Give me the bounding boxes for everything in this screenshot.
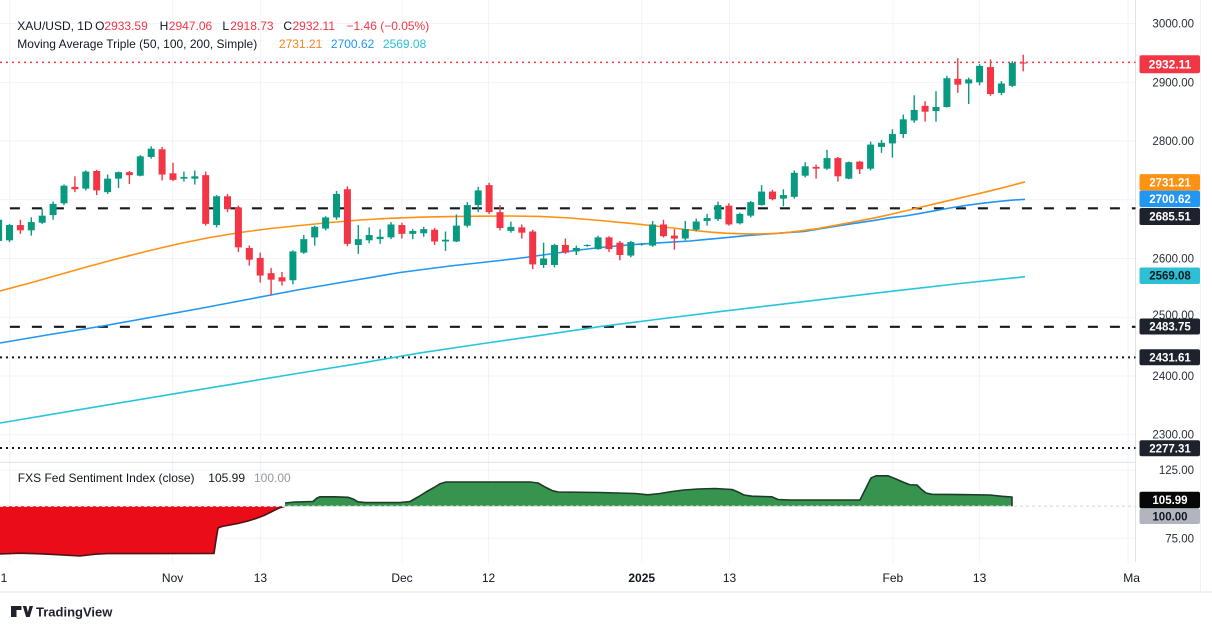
svg-text:2731.21: 2731.21 [279, 37, 323, 51]
svg-text:100.00: 100.00 [1152, 511, 1187, 523]
svg-text:2918.73: 2918.73 [230, 19, 274, 33]
svg-text:O: O [95, 19, 104, 33]
svg-text:Feb: Feb [883, 571, 904, 585]
svg-text:2025: 2025 [628, 571, 655, 585]
svg-text:13: 13 [723, 571, 737, 585]
svg-text:1: 1 [1, 571, 8, 585]
svg-text:2277.31: 2277.31 [1149, 443, 1191, 455]
svg-text:TradingView: TradingView [36, 604, 113, 619]
svg-text:125.00: 125.00 [1159, 465, 1194, 477]
svg-text:−1.46 (−0.05%): −1.46 (−0.05%) [347, 19, 430, 33]
svg-text:105.99: 105.99 [1152, 495, 1187, 507]
svg-text:2932.11: 2932.11 [293, 19, 336, 33]
svg-text:100.00: 100.00 [254, 471, 291, 485]
svg-text:13: 13 [973, 571, 987, 585]
svg-text:2685.51: 2685.51 [1149, 212, 1191, 224]
svg-text:H: H [160, 19, 169, 33]
svg-text:2731.21: 2731.21 [1149, 177, 1191, 189]
svg-text:2400.00: 2400.00 [1152, 371, 1194, 383]
svg-text:FXS Fed Sentiment Index (close: FXS Fed Sentiment Index (close) [18, 471, 195, 485]
svg-text:2300.00: 2300.00 [1152, 430, 1194, 442]
svg-text:2947.06: 2947.06 [169, 19, 213, 33]
svg-text:2900.00: 2900.00 [1152, 77, 1194, 89]
svg-text:2600.00: 2600.00 [1152, 254, 1194, 266]
svg-text:2700.62: 2700.62 [331, 37, 375, 51]
svg-text:Nov: Nov [162, 571, 183, 585]
svg-text:2431.61: 2431.61 [1149, 352, 1191, 364]
svg-text:2800.00: 2800.00 [1152, 136, 1194, 148]
svg-text:C: C [283, 19, 292, 33]
svg-text:Dec: Dec [391, 571, 412, 585]
svg-text:XAU/USD, 1D: XAU/USD, 1D [17, 19, 93, 33]
svg-text:Ma: Ma [1123, 571, 1140, 585]
svg-text:105.99: 105.99 [208, 471, 245, 485]
svg-text:2569.08: 2569.08 [1149, 271, 1191, 283]
svg-text:L: L [222, 19, 229, 33]
svg-text:2933.59: 2933.59 [104, 19, 148, 33]
svg-text:2483.75: 2483.75 [1149, 322, 1191, 334]
svg-text:3000.00: 3000.00 [1152, 19, 1194, 31]
svg-text:Moving Average Triple (50, 100: Moving Average Triple (50, 100, 200, Sim… [17, 37, 257, 51]
svg-text:2569.08: 2569.08 [383, 37, 427, 51]
svg-text:12: 12 [482, 571, 496, 585]
svg-text:2932.11: 2932.11 [1149, 57, 1192, 71]
svg-text:75.00: 75.00 [1165, 533, 1194, 545]
svg-text:13: 13 [254, 571, 268, 585]
svg-text:2700.62: 2700.62 [1149, 194, 1191, 206]
